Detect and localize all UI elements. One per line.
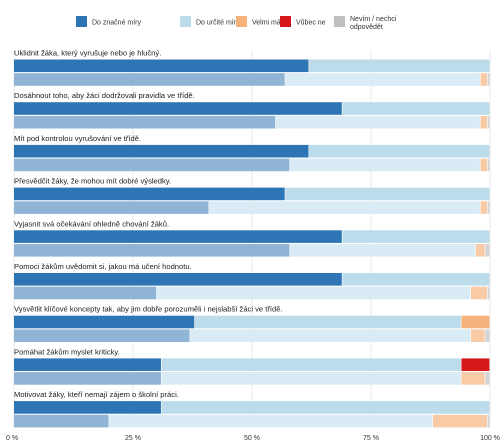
bar-segment-6-1-2	[470, 329, 485, 342]
bar-segment-2-0-0	[14, 144, 309, 158]
bar-segment-7-1-0	[14, 372, 161, 385]
x-tick-label-3: 75 %	[363, 435, 379, 442]
bar-segment-8-1-1	[109, 414, 433, 428]
bar-segment-1-1-0	[14, 115, 276, 129]
bar-segment-3-0-0	[14, 187, 285, 201]
bar-segment-6-1-0	[14, 329, 190, 342]
bar-segment-3-1-4	[487, 201, 490, 214]
bar-segment-4-1-1	[290, 244, 476, 257]
x-tick-label-1: 25 %	[125, 435, 141, 442]
bar-segment-0-1-1	[285, 73, 480, 86]
category-label-3: Přesvědčit žáky, že mohou mít dobré výsl…	[14, 177, 171, 186]
bar-segment-5-0-0	[14, 273, 342, 286]
bar-segment-2-1-0	[14, 158, 290, 172]
legend-label-4-0: Nevím / nechci	[350, 16, 397, 23]
bar-segment-4-1-2	[475, 244, 485, 257]
x-tick-label-4: 100 %	[480, 435, 500, 442]
category-label-2: Mít pod kontrolou vyrušování ve třídě.	[14, 134, 141, 143]
bar-segment-5-1-1	[156, 286, 471, 300]
bar-segment-8-1-4	[487, 414, 490, 428]
legend-label-0: Do značné míry	[92, 20, 142, 27]
category-label-5: Pomoci žákům uvědomit si, jakou má učení…	[14, 262, 192, 271]
bar-segment-6-1-1	[190, 329, 471, 342]
bar-segment-3-1-1	[209, 201, 480, 214]
category-label-7: Pomáhat žákům myslet kriticky.	[14, 347, 120, 356]
bar-segment-8-0-0	[14, 401, 161, 414]
legend-swatch-1	[180, 16, 191, 27]
bar-segment-0-1-0	[14, 73, 285, 86]
bar-segment-3-1-0	[14, 201, 209, 214]
bar-segment-0-1-4	[487, 73, 490, 86]
bar-segment-4-1-0	[14, 244, 290, 257]
bar-segment-7-1-1	[161, 372, 461, 385]
bar-segment-0-0-1	[309, 59, 490, 73]
category-label-4: Vyjasnit svá očekávání ohledně chování ž…	[14, 219, 169, 228]
bar-segment-1-1-4	[487, 115, 490, 129]
bar-segment-2-0-1	[309, 144, 490, 158]
bar-segment-5-1-2	[470, 286, 488, 300]
category-label-1: Dosáhnout toho, aby žáci dodržovali prav…	[14, 91, 195, 100]
bar-segment-6-0-1	[194, 315, 461, 329]
bar-segment-2-1-1	[290, 158, 480, 172]
bar-segment-1-0-1	[342, 102, 490, 115]
bar-segment-7-1-4	[485, 372, 490, 385]
legend-label-4-1: odpovědět	[350, 24, 383, 31]
legend-swatch-2	[236, 16, 247, 27]
category-label-0: Uklidnit žáka, který vyrušuje nebo je hl…	[14, 49, 161, 58]
bar-segment-0-1-2	[480, 73, 488, 86]
bar-segment-2-1-2	[480, 158, 488, 172]
bar-segment-4-0-1	[342, 230, 490, 243]
bar-segment-6-0-2	[461, 315, 490, 329]
legend-label-1: Do určité míry	[196, 20, 240, 27]
bar-segment-7-0-3	[461, 358, 490, 371]
bar-segment-3-1-2	[480, 201, 488, 214]
bar-segment-4-1-4	[485, 244, 490, 257]
bar-segment-5-0-1	[342, 273, 490, 286]
bar-segment-3-0-1	[285, 187, 490, 201]
legend-swatch-0	[76, 16, 87, 27]
bar-segment-8-0-1	[161, 401, 490, 414]
bar-segment-8-1-0	[14, 414, 109, 428]
bar-segment-6-1-4	[485, 329, 490, 342]
bar-segment-8-1-2	[432, 414, 488, 428]
legend-label-2: Velmi málo	[252, 20, 286, 27]
bar-segment-7-0-0	[14, 358, 161, 371]
legend-swatch-3	[280, 16, 291, 27]
bar-segment-1-1-2	[480, 115, 488, 129]
bar-segment-5-1-4	[487, 286, 490, 300]
bar-segment-1-0-0	[14, 102, 342, 115]
x-tick-label-0: 0 %	[6, 435, 18, 442]
bar-segment-7-0-1	[161, 358, 461, 371]
bar-segment-5-1-0	[14, 286, 157, 300]
category-label-6: Vysvětlit klíčové koncepty tak, aby jim …	[14, 305, 283, 314]
x-tick-label-2: 50 %	[244, 435, 260, 442]
category-label-8: Motivovat žáky, kteří nemají zájem o ško…	[14, 390, 179, 399]
bar-segment-0-0-0	[14, 59, 309, 73]
bar-segment-7-1-2	[461, 372, 485, 385]
bar-segment-6-0-0	[14, 315, 195, 329]
legend-label-3: Vůbec ne	[296, 19, 326, 27]
legend-swatch-4	[334, 16, 345, 27]
bar-segment-4-0-0	[14, 230, 342, 243]
bar-segment-1-1-1	[275, 115, 480, 129]
bar-segment-2-1-4	[487, 158, 490, 172]
